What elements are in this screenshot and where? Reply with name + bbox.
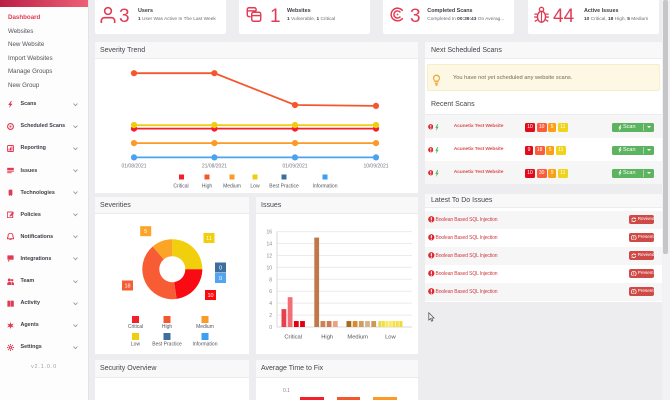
svg-text:11: 11	[206, 236, 212, 242]
svg-text:High: High	[202, 184, 213, 190]
svg-text:Medium: Medium	[196, 324, 214, 330]
svg-text:10/09/2021: 10/09/2021	[363, 164, 388, 170]
svg-text:16: 16	[266, 230, 272, 236]
svg-text:Information: Information	[312, 184, 337, 190]
svg-text:8: 8	[269, 277, 272, 283]
svg-text:Critical: Critical	[128, 324, 143, 330]
svg-text:Best Practice: Best Practice	[269, 184, 299, 190]
svg-text:0: 0	[219, 266, 222, 272]
svg-text:High: High	[321, 335, 333, 341]
svg-text:5: 5	[144, 229, 147, 235]
svg-text:Medium: Medium	[223, 184, 241, 190]
svg-text:6: 6	[269, 289, 272, 295]
svg-text:4: 4	[269, 301, 272, 307]
svg-text:0: 0	[269, 325, 272, 331]
svg-text:High: High	[162, 324, 173, 330]
svg-text:0: 0	[219, 276, 222, 282]
svg-text:Low: Low	[385, 335, 396, 341]
svg-text:18: 18	[124, 284, 130, 290]
svg-text:Information: Information	[192, 342, 217, 348]
svg-text:10: 10	[207, 293, 213, 299]
svg-text:21/08/2021: 21/08/2021	[202, 164, 227, 170]
svg-text:01/09/2021: 01/09/2021	[282, 164, 307, 170]
svg-text:14: 14	[266, 242, 272, 248]
svg-text:10: 10	[266, 265, 272, 271]
svg-text:01/08/2021: 01/08/2021	[121, 164, 146, 170]
svg-text:12: 12	[266, 253, 272, 259]
svg-text:Low: Low	[131, 342, 141, 348]
svg-text:Critical: Critical	[284, 335, 302, 341]
svg-text:2: 2	[269, 313, 272, 319]
svg-text:Best Practice: Best Practice	[152, 342, 182, 348]
svg-text:Low: Low	[250, 184, 260, 190]
svg-text:Medium: Medium	[347, 335, 368, 341]
svg-text:Critical: Critical	[173, 184, 188, 190]
